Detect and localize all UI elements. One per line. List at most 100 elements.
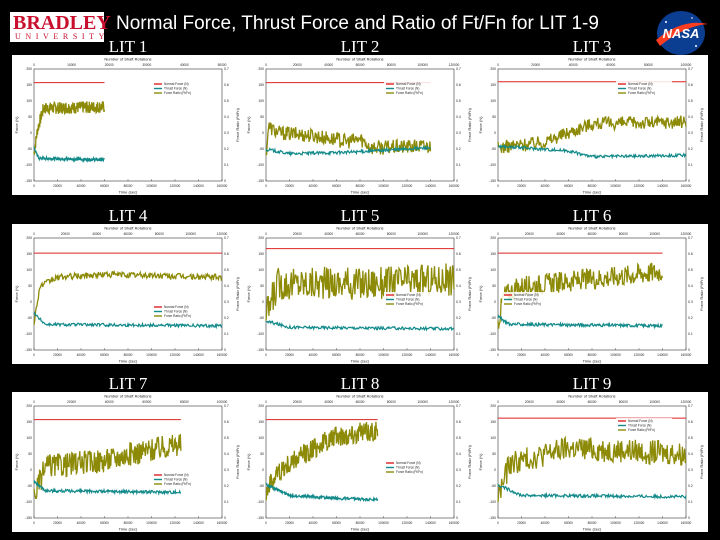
y2-tick-label: 0.6 bbox=[224, 83, 229, 87]
y2-tick-label: 0.7 bbox=[456, 67, 461, 71]
x-tick-label: 60000 bbox=[332, 184, 341, 188]
top-tick-label: 40000 bbox=[556, 232, 565, 236]
x-tick-label: 120000 bbox=[634, 353, 645, 357]
top-tick-label: 60000 bbox=[588, 232, 597, 236]
chart-label: LIT 5 bbox=[340, 206, 380, 225]
x-tick-label: 80000 bbox=[356, 353, 365, 357]
y-tick-label: 150 bbox=[26, 420, 32, 424]
y-axis-label: Force (N) bbox=[246, 453, 251, 471]
y-axis-label: Force (N) bbox=[14, 453, 19, 471]
y-tick-label: 200 bbox=[258, 236, 264, 240]
thrust-series bbox=[265, 482, 379, 503]
top-tick-label: 80000 bbox=[155, 232, 164, 236]
legend-entry: Force Ratio (Ft/Fn) bbox=[628, 91, 655, 95]
y-tick-label: 0 bbox=[494, 300, 496, 304]
top-tick-label: 20000 bbox=[525, 232, 534, 236]
legend: Normal Force (N)Thrust Force (N)Force Ra… bbox=[384, 81, 440, 96]
y-tick-label: 200 bbox=[490, 236, 496, 240]
legend-entry: Normal Force (N) bbox=[628, 82, 653, 86]
y2-tick-label: 0.1 bbox=[688, 332, 693, 336]
y-tick-label: 150 bbox=[490, 83, 496, 87]
y2-tick-label: 0 bbox=[224, 516, 226, 520]
y2-axis-label: Force Ratio (Ft/Fn) bbox=[467, 276, 472, 310]
top-tick-label: 120000 bbox=[449, 63, 460, 67]
top-tick-label: 40000 bbox=[324, 400, 333, 404]
thrust-series bbox=[265, 320, 455, 332]
y-axis-label: Force (N) bbox=[14, 285, 19, 303]
legend: Normal Force (N)Thrust Force (N)Force Ra… bbox=[384, 292, 440, 307]
chart-panel: Number of Shaft Rotations 0 20000 40000 6000… bbox=[244, 224, 476, 364]
x-axis-label: Time (sec) bbox=[583, 359, 602, 364]
y-tick-label: -150 bbox=[257, 348, 264, 352]
y-tick-label: 100 bbox=[258, 99, 264, 103]
y2-tick-label: 0.7 bbox=[456, 404, 461, 408]
x-tick-label: 0 bbox=[33, 184, 35, 188]
chart-panel: Number of Shaft Rotations 0 20000 40000 6000… bbox=[12, 392, 244, 532]
top-tick-label: 0 bbox=[33, 63, 35, 67]
y2-axis-label: Force Ratio (Ft/Fn) bbox=[235, 444, 240, 478]
y-tick-label: 100 bbox=[490, 436, 496, 440]
top-tick-label: 60000 bbox=[142, 400, 151, 404]
x-tick-label: 20000 bbox=[285, 521, 294, 525]
y-tick-label: 50 bbox=[28, 115, 32, 119]
chart-label: LIT 9 bbox=[572, 374, 612, 393]
x-tick-label: 100000 bbox=[610, 184, 621, 188]
y2-tick-label: 0.4 bbox=[456, 452, 461, 456]
legend-entry: Force Ratio (Ft/Fn) bbox=[164, 482, 191, 486]
x-tick-label: 20000 bbox=[285, 353, 294, 357]
y2-tick-label: 0.4 bbox=[456, 284, 461, 288]
x-tick-label: 60000 bbox=[100, 353, 109, 357]
legend-entry: Thrust Force (N) bbox=[396, 298, 419, 302]
x-tick-label: 60000 bbox=[564, 521, 573, 525]
x-tick-label: 100000 bbox=[378, 184, 389, 188]
x-tick-label: 120000 bbox=[402, 184, 413, 188]
x-tick-label: 120000 bbox=[402, 353, 413, 357]
y-tick-label: 50 bbox=[492, 284, 496, 288]
y2-tick-label: 0.5 bbox=[456, 268, 461, 272]
thrust-series bbox=[497, 314, 663, 330]
top-tick-label: 40000 bbox=[569, 63, 578, 67]
y-tick-label: 200 bbox=[258, 404, 264, 408]
y2-tick-label: 0.4 bbox=[456, 115, 461, 119]
chart-label: LIT 2 bbox=[340, 37, 380, 56]
y-tick-label: -100 bbox=[489, 332, 496, 336]
y2-axis-label: Force Ratio (Ft/Fn) bbox=[699, 107, 704, 141]
chart-title: Number of Shaft Rotations bbox=[104, 226, 151, 231]
legend: Normal Force (N)Thrust Force (N)Force Ra… bbox=[152, 304, 208, 319]
top-tick-label: 60000 bbox=[606, 63, 615, 67]
x-axis-label: Time (sec) bbox=[351, 190, 370, 195]
chart-label: LIT 8 bbox=[340, 374, 380, 393]
y2-axis-label: Force Ratio (Ft/Fn) bbox=[467, 107, 472, 141]
x-tick-label: 160000 bbox=[217, 353, 228, 357]
y2-tick-label: 0 bbox=[688, 179, 690, 183]
x-tick-label: 140000 bbox=[657, 184, 668, 188]
y-tick-label: -50 bbox=[491, 147, 496, 151]
x-tick-label: 40000 bbox=[77, 353, 86, 357]
x-tick-label: 80000 bbox=[588, 353, 597, 357]
top-tick-label: 20000 bbox=[293, 232, 302, 236]
y-tick-label: 200 bbox=[490, 67, 496, 71]
x-tick-label: 0 bbox=[497, 521, 499, 525]
y-tick-label: -150 bbox=[489, 179, 496, 183]
y-tick-label: 50 bbox=[260, 284, 264, 288]
x-tick-label: 120000 bbox=[170, 353, 181, 357]
x-tick-label: 120000 bbox=[634, 184, 645, 188]
y2-tick-label: 0.2 bbox=[688, 316, 693, 320]
top-tick-label: 120000 bbox=[217, 232, 228, 236]
y-tick-label: -50 bbox=[27, 484, 32, 488]
y2-tick-label: 0.6 bbox=[456, 83, 461, 87]
y2-tick-label: 0.2 bbox=[224, 147, 229, 151]
legend-entry: Force Ratio (Ft/Fn) bbox=[628, 428, 655, 432]
x-axis-label: Time (sec) bbox=[583, 527, 602, 532]
x-tick-label: 160000 bbox=[449, 353, 460, 357]
x-tick-label: 120000 bbox=[634, 521, 645, 525]
y-tick-label: 150 bbox=[490, 420, 496, 424]
chart-title: Number of Shaft Rotations bbox=[568, 226, 615, 231]
x-tick-label: 160000 bbox=[217, 521, 228, 525]
top-tick-label: 20000 bbox=[293, 63, 302, 67]
y2-tick-label: 0.5 bbox=[688, 436, 693, 440]
y-tick-label: -100 bbox=[25, 163, 32, 167]
legend-entry: Normal Force (N) bbox=[396, 82, 421, 86]
